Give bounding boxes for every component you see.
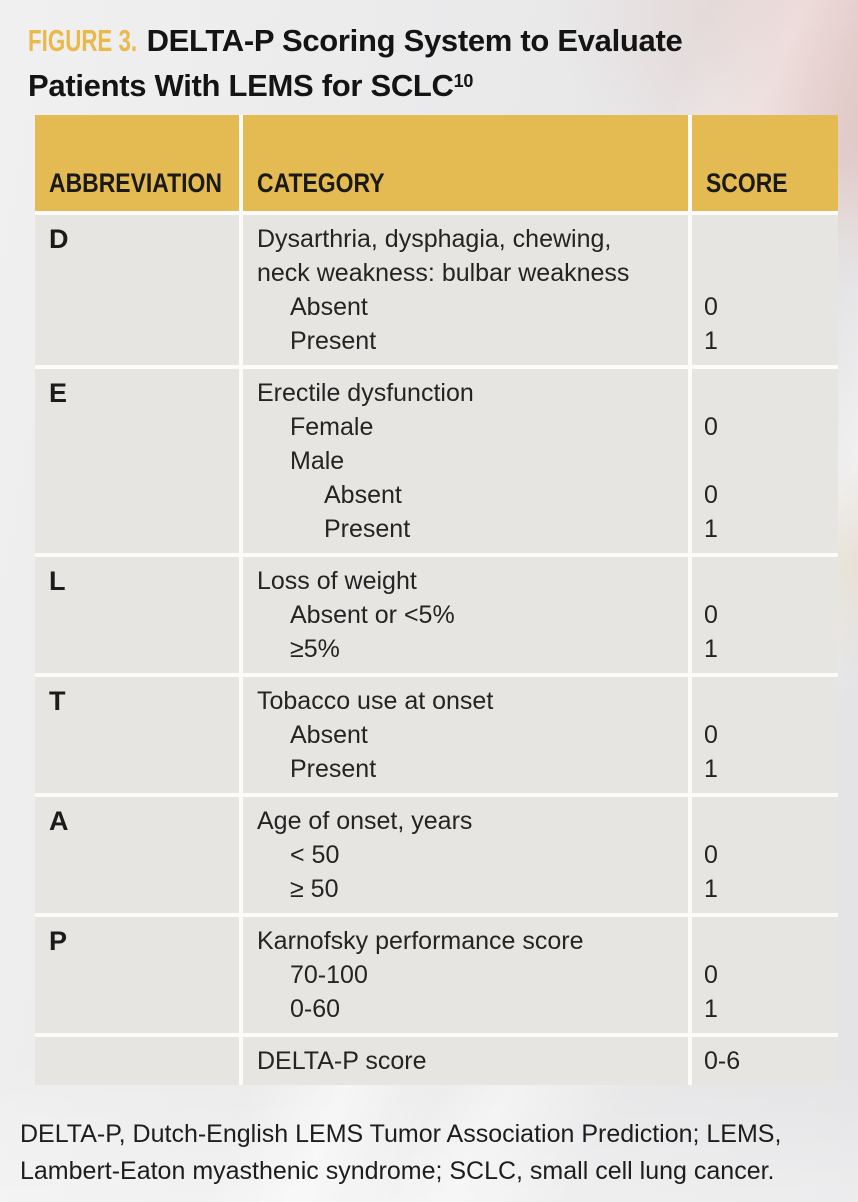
figure-title: FIGURE 3. DELTA-P Scoring System to Evalu… — [28, 18, 683, 108]
score-line — [704, 376, 834, 410]
score-line: 0 — [704, 721, 718, 749]
score-line — [704, 804, 834, 838]
abbreviation-cell: P — [35, 917, 239, 1033]
category-cell: DELTA-P score — [243, 1037, 688, 1085]
category-line: Age of onset, years — [257, 807, 473, 835]
footnote-line: DELTA-P, Dutch-English LEMS Tumor Associ… — [20, 1120, 782, 1148]
category-line: Female — [290, 413, 374, 441]
category-cell: Age of onset, years < 50 ≥ 50 — [243, 797, 688, 913]
column-header-score: SCORE — [692, 115, 838, 211]
column-header-abbreviation: ABBREVIATION — [35, 115, 239, 211]
score-line: 1 — [704, 635, 718, 663]
score-line — [704, 444, 834, 478]
abbreviation-cell: D — [35, 215, 239, 365]
score-line: 1 — [704, 875, 718, 903]
footnote: DELTA-P, Dutch-English LEMS Tumor Associ… — [20, 1116, 781, 1190]
category-line: ≥5% — [290, 635, 340, 663]
category-line: Male — [290, 447, 345, 475]
category-line: Absent or <5% — [290, 601, 455, 629]
category-line: Absent — [324, 481, 402, 509]
category-line: Tobacco use at onset — [257, 687, 494, 715]
score-line: 1 — [704, 327, 718, 355]
figure-reference-number: 10 — [453, 71, 474, 91]
category-line: Present — [290, 755, 377, 783]
column-header-label: ABBREVIATION — [49, 168, 222, 198]
figure-label: FIGURE 3. — [28, 23, 138, 58]
category-line: Absent — [290, 721, 368, 749]
footnote-line: Lambert-Eaton myasthenic syndrome; SCLC,… — [20, 1157, 775, 1185]
score-cell: 0 0 1 — [692, 369, 838, 553]
score-line: 1 — [704, 755, 718, 783]
abbreviation-cell: L — [35, 557, 239, 673]
score-line — [704, 684, 834, 718]
figure-title-line1: DELTA-P Scoring System to Evaluate — [146, 23, 683, 58]
score-line — [704, 924, 834, 958]
category-line: Karnofsky performance score — [257, 927, 584, 955]
category-line: 0-60 — [290, 995, 341, 1023]
figure-title-line2: Patients With LEMS for SCLC — [28, 68, 454, 103]
score-line — [704, 256, 834, 290]
score-line: 0 — [704, 293, 718, 321]
category-cell: Dysarthria, dysphagia, chewing, neck weak… — [243, 215, 688, 365]
column-header-category: CATEGORY — [243, 115, 688, 211]
abbreviation-cell — [35, 1037, 239, 1085]
column-header-label: SCORE — [706, 168, 788, 198]
score-line — [704, 222, 834, 256]
score-cell: 0-6 — [692, 1037, 838, 1085]
column-header-label: CATEGORY — [257, 168, 385, 198]
category-line: Absent — [290, 293, 368, 321]
category-line: Present — [324, 515, 411, 543]
abbreviation-cell: A — [35, 797, 239, 913]
category-line: Erectile dysfunction — [257, 379, 474, 407]
score-line: 0 — [704, 601, 718, 629]
category-line: Dysarthria, dysphagia, chewing, — [257, 225, 612, 253]
score-line: 0 — [704, 481, 718, 509]
category-line: Loss of weight — [257, 567, 417, 595]
category-cell: Karnofsky performance score 70-100 0-60 — [243, 917, 688, 1033]
abbreviation-cell: T — [35, 677, 239, 793]
category-line: Present — [290, 327, 377, 355]
score-line: 1 — [704, 515, 718, 543]
category-line: ≥ 50 — [290, 875, 339, 903]
score-line: 1 — [704, 995, 718, 1023]
category-cell: Loss of weight Absent or <5% ≥5% — [243, 557, 688, 673]
score-line: 0 — [704, 841, 718, 869]
category-line: 70-100 — [290, 961, 368, 989]
score-line — [704, 564, 834, 598]
score-line: 0 — [704, 413, 718, 441]
category-line: DELTA-P score — [257, 1047, 427, 1075]
category-cell: Tobacco use at onset Absent Present — [243, 677, 688, 793]
score-line: 0 — [704, 961, 718, 989]
score-line: 0-6 — [704, 1047, 741, 1075]
abbreviation-cell: E — [35, 369, 239, 553]
category-line: < 50 — [290, 841, 340, 869]
category-cell: Erectile dysfunction Female Male Absent Pres… — [243, 369, 688, 553]
delta-p-table: ABBREVIATION CATEGORY SCORE D Dysarthria,… — [35, 115, 838, 1085]
category-line: neck weakness: bulbar weakness — [257, 259, 630, 287]
